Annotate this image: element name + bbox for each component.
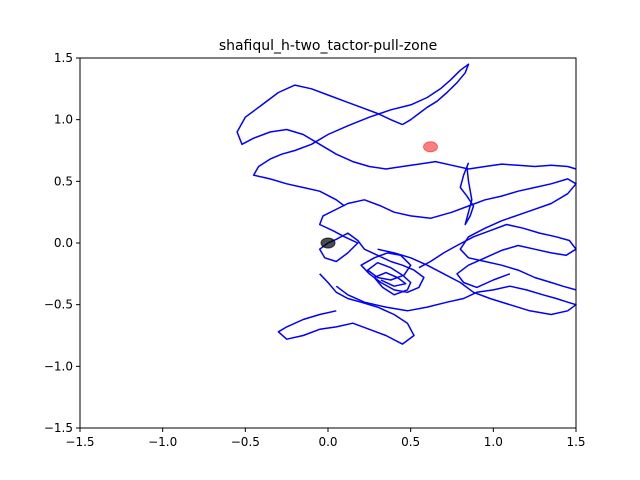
trajectory-line-3: [252, 63, 470, 207]
x-tick-label: 1.0: [484, 435, 503, 449]
plot-area: [236, 63, 577, 345]
y-tick-label: −1.0: [44, 359, 73, 373]
trajectory-line-8: [459, 162, 475, 226]
trajectory-line-7: [418, 223, 577, 289]
y-tick-label: −1.5: [44, 421, 73, 435]
marker-group: [320, 141, 438, 249]
x-tick-label: −1.0: [148, 435, 177, 449]
trajectory-line-5: [335, 248, 577, 316]
y-tick-label: 1.0: [54, 113, 73, 127]
x-tick-label: 1.5: [566, 435, 585, 449]
x-axis: −1.5 −1.0 −0.5 0.0 0.5 1.0 1.5: [65, 428, 586, 449]
y-tick-label: −0.5: [44, 298, 73, 312]
x-tick-label: −0.5: [231, 435, 260, 449]
zone-marker-2: [320, 237, 336, 249]
chart-title: shafiqul_h-two_tactor-pull-zone: [219, 38, 437, 54]
trajectory-line-6: [277, 273, 415, 345]
x-tick-label: 0.0: [318, 435, 337, 449]
y-tick-label: 0.0: [54, 236, 73, 250]
zone-marker-1: [423, 141, 438, 153]
x-tick-label: −1.5: [65, 435, 94, 449]
trajectory-line-2: [318, 178, 577, 291]
x-tick-label: 0.5: [401, 435, 420, 449]
y-axis: −1.5 −1.0 −0.5 0.0 0.5 1.0 1.5: [44, 51, 80, 435]
y-tick-label: 0.5: [54, 174, 73, 188]
trajectory-line-4: [236, 84, 577, 170]
y-tick-label: 1.5: [54, 51, 73, 65]
